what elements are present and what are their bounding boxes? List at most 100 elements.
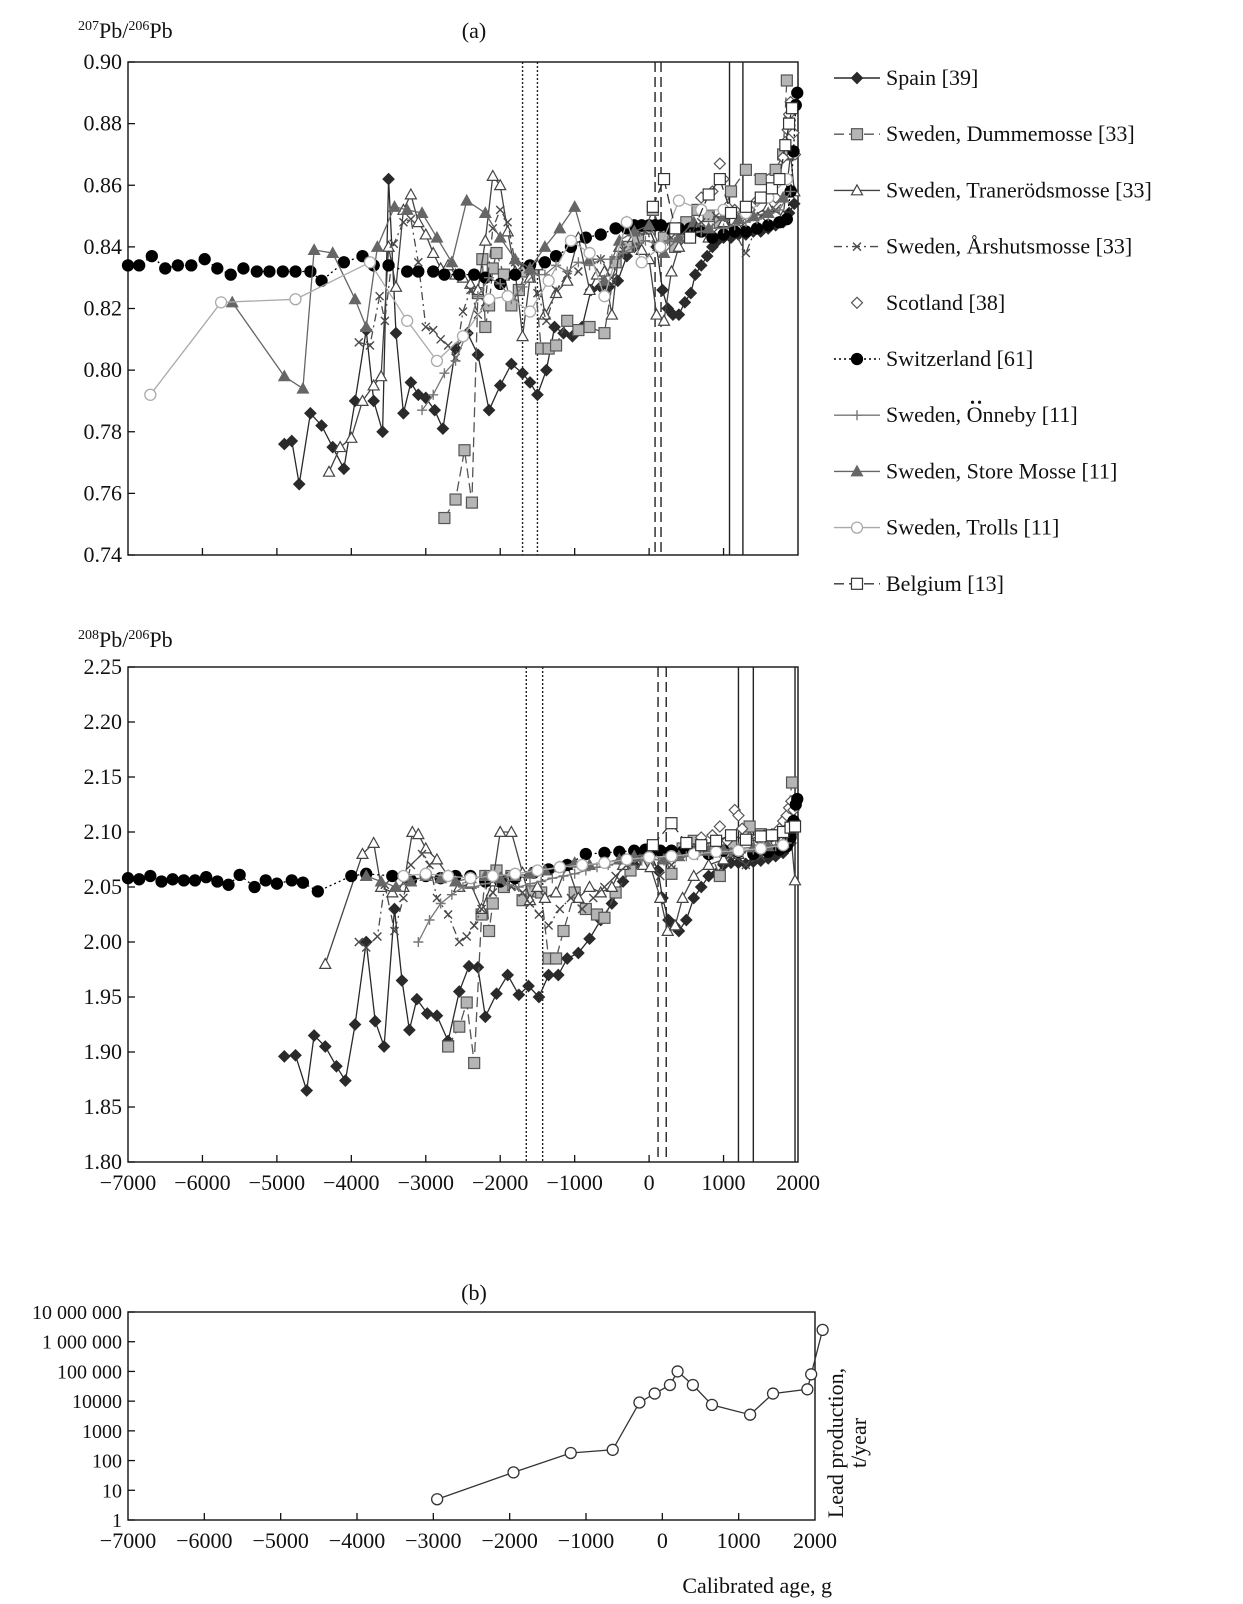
series-sweden-traner-dsmosse-33-point <box>650 307 664 320</box>
series-sweden-traner-dsmosse-33-point <box>367 378 381 391</box>
series-sweden-dummemosse-33-point <box>486 897 499 910</box>
x-tick-label: −6000 <box>174 1170 230 1195</box>
series-sweden-traner-dsmosse-33-point <box>516 329 530 342</box>
series-sweden-trolls-11-point <box>464 872 477 885</box>
series-spain-39-point <box>452 985 466 998</box>
series-spain-39-point <box>656 283 669 297</box>
series-sweden-traner-dsmosse-33-point <box>672 240 686 252</box>
series-spain-39-point <box>382 172 395 186</box>
series-sweden-traner-dsmosse-33-point <box>478 233 492 246</box>
series-sweden-trolls-11-point <box>620 216 633 229</box>
legend-item-switzerland-61: Switzerland [61] <box>834 346 1033 371</box>
series-sweden-store-mosse-11 <box>225 190 790 394</box>
legend-swatch-marker <box>852 410 862 421</box>
series-switzerland-61-point <box>453 268 466 281</box>
series-sweden-rshutsmosse-33-point <box>469 921 479 930</box>
series-sweden-rshutsmosse-33-point <box>573 267 583 277</box>
series-sweden-rshutsmosse-33-point <box>428 325 438 335</box>
series-spain-39-point <box>512 988 526 1002</box>
legend-item-sweden-traner-dsmosse-33: Sweden, Tranerödsmosse [33] <box>834 177 1152 202</box>
y-tick-label: 0.80 <box>84 357 123 382</box>
series-spain-39-point <box>462 959 476 973</box>
series-belgium-13-point <box>669 222 682 235</box>
x-tick-label: −5000 <box>252 1528 308 1553</box>
series-sweden-trolls-11-point <box>508 867 522 880</box>
series-sweden-traner-dsmosse-33-point <box>493 178 507 191</box>
series-sweden-traner-dsmosse-33-point <box>501 224 515 237</box>
series-sweden-traner-dsmosse-33-point <box>560 274 574 286</box>
series-sweden-rshutsmosse-33-point <box>655 871 665 881</box>
series-sweden-trolls-11-point <box>144 388 157 401</box>
series-sweden-trolls-11-point <box>289 293 302 306</box>
series-0-point <box>816 1323 829 1337</box>
legend-swatch-marker <box>850 577 864 590</box>
series-belgium-13-point <box>657 172 671 186</box>
series-sweden-rshutsmosse-33-point <box>599 882 609 892</box>
y-tick-label: 0.76 <box>84 480 123 505</box>
series-belgium-13-point <box>646 839 659 852</box>
series-sweden-rshutsmosse-33-point <box>534 910 544 919</box>
series-switzerland-61-point <box>248 880 261 894</box>
series-sweden-store-mosse-11-point <box>296 381 310 394</box>
series-switzerland-61-point <box>250 265 263 278</box>
series-sweden-rshutsmosse-33-point <box>425 860 434 870</box>
series-belgium-13-point <box>788 820 802 833</box>
y-tick-label: 100 <box>92 1451 122 1473</box>
umlaut-dot <box>977 400 982 404</box>
series-spain-39-point <box>672 308 686 322</box>
series-sweden-trolls-11-point <box>214 296 228 309</box>
series-sweden-onneby-11-point <box>513 882 524 892</box>
series-sweden-trolls-11-point <box>598 856 611 869</box>
series-switzerland-61-point <box>166 873 179 886</box>
pb208-axis-title: 208Pb/206Pb <box>78 627 173 652</box>
series-switzerland-61-point <box>762 219 775 232</box>
series-sweden-store-mosse-11-point <box>389 880 403 893</box>
series-sweden-dummemosse-33-point <box>458 444 471 457</box>
series-switzerland-61-point <box>211 262 224 275</box>
series-sweden-dummemosse-33 <box>442 776 799 1070</box>
series-sweden-rshutsmosse-33-point <box>555 904 565 914</box>
series-sweden-traner-dsmosse-33-point <box>676 891 690 904</box>
series-0-point <box>648 1387 661 1400</box>
series-sweden-traner-dsmosse-33-point <box>426 246 440 259</box>
series-0-line <box>436 1329 824 1500</box>
series-spain-39-point <box>700 249 714 263</box>
series-spain-39-line <box>284 842 792 1091</box>
series-spain-39-point <box>277 1050 291 1063</box>
series-sweden-trolls-11-point <box>486 869 499 883</box>
series-sweden-store-mosse-11-point <box>761 206 775 218</box>
series-sweden-dummemosse-33-point <box>665 867 678 880</box>
series-spain-39-point <box>376 425 389 439</box>
y-tick-label: 1 000 000 <box>42 1332 122 1354</box>
y-tick-label: 10000 <box>72 1391 122 1413</box>
series-sweden-onneby-11-line <box>421 191 792 411</box>
series-spain-39-point <box>471 348 485 362</box>
series-belgium-13-point <box>765 829 779 842</box>
series-sweden-traner-dsmosse-33-point <box>355 394 370 406</box>
series-belgium-13-point <box>695 839 708 852</box>
series-sweden-trolls-11 <box>397 839 790 885</box>
series-sweden-rshutsmosse-33-point <box>432 893 442 903</box>
series-sweden-trolls-11-point <box>542 274 555 287</box>
series-belgium-13-point <box>765 182 779 195</box>
x-tick-label: −2000 <box>472 1170 528 1195</box>
series-sweden-trolls-11-point <box>564 234 578 247</box>
series-0-point <box>743 1408 757 1421</box>
legend-item-spain-39: Spain [39] <box>834 65 978 90</box>
series-sweden-dummemosse-33-point <box>468 1056 481 1070</box>
series-sweden-rshutsmosse-33-point <box>488 223 498 233</box>
series-switzerland-61-point <box>237 262 250 275</box>
series-spain-39-point <box>471 960 485 974</box>
lead-production-axis-title-line2: t/year <box>846 1417 871 1468</box>
series-spain-39-point <box>403 1023 416 1037</box>
series-belgium-13-point <box>754 191 767 204</box>
series-sweden-traner-dsmosse-33-point <box>411 827 425 840</box>
legend-swatch-marker <box>850 128 864 141</box>
series-sweden-traner-dsmosse-33-point <box>355 847 370 860</box>
series-switzerland-61-point <box>401 265 414 278</box>
series-sweden-store-mosse-11-point <box>523 261 537 274</box>
x-tick-label: −2000 <box>481 1528 537 1553</box>
series-sweden-rshutsmosse-33-point <box>443 910 453 919</box>
series-belgium-13-point <box>680 836 693 850</box>
series-spain-39-point <box>292 477 306 491</box>
